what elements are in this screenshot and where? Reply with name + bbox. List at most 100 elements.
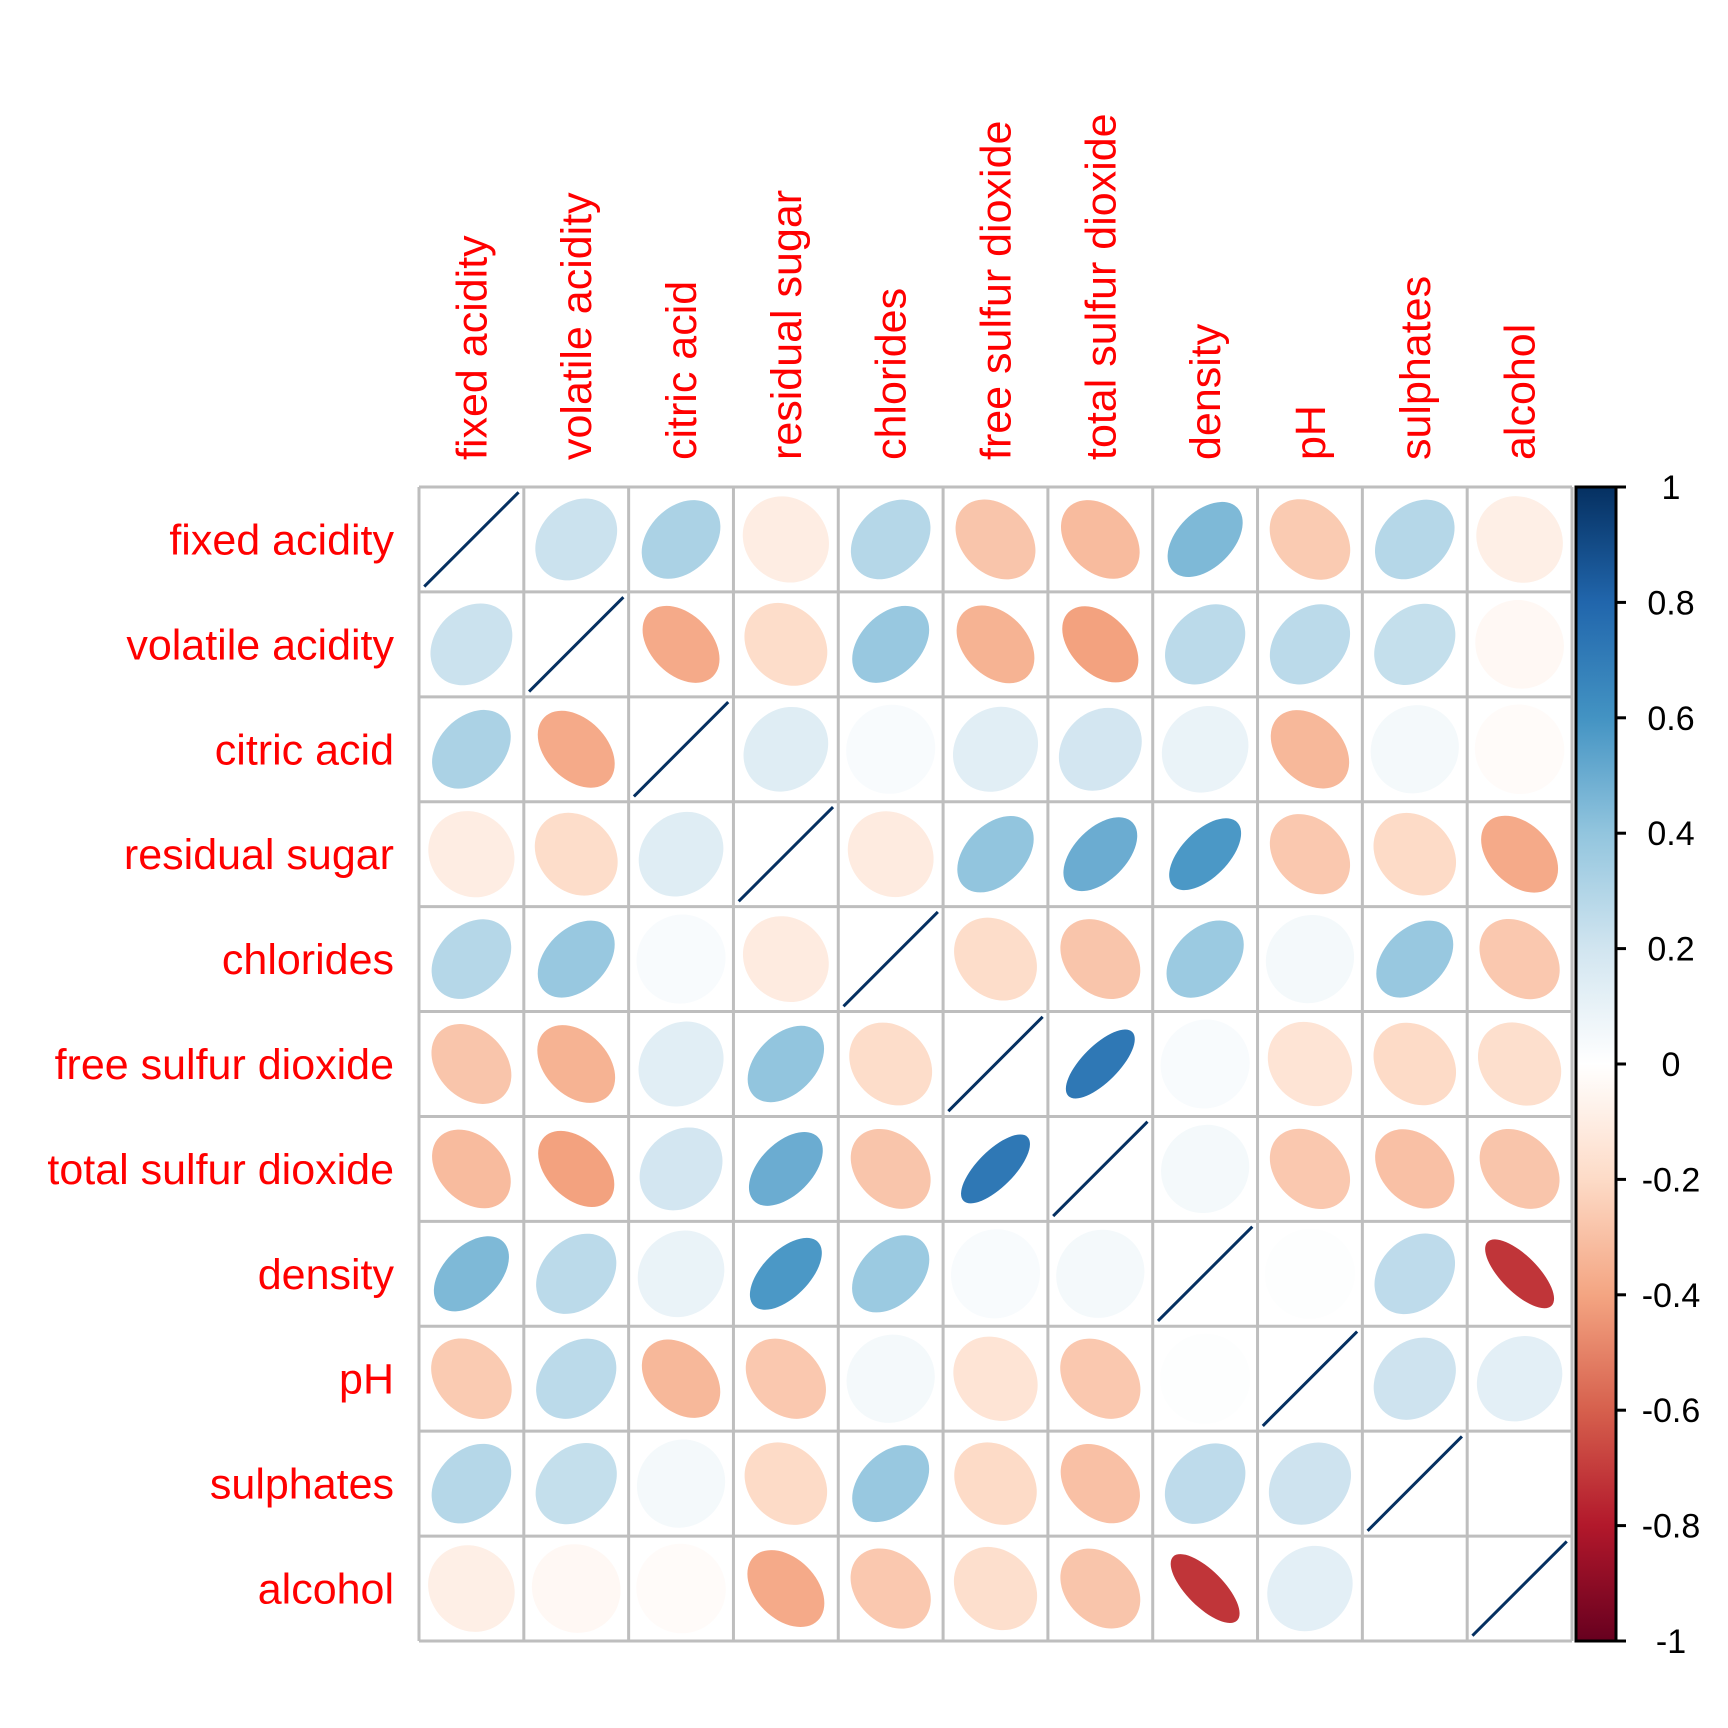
diagonal-cell-line	[737, 805, 835, 903]
correlation-ellipse	[744, 602, 828, 686]
correlation-ellipse	[961, 1134, 1030, 1204]
colorbar-gradient	[1574, 485, 1618, 1643]
correlation-ellipse	[642, 605, 720, 683]
diagonal-cell-line	[842, 910, 939, 1008]
correlation-ellipse	[1269, 604, 1351, 685]
correlation-ellipse	[1374, 1233, 1456, 1315]
column-labels: fixed acidity volatile acidity citric acid…	[448, 113, 1544, 460]
row-label: sulphates	[210, 1461, 394, 1509]
correlation-ellipse	[1475, 600, 1564, 689]
correlation-ellipse	[1165, 604, 1246, 685]
correlation-ellipse	[1477, 1022, 1562, 1106]
colorbar-ticks: 1 0.8 0.6 0.4 0.2 0 -0.2 -0.4 -0.6 -0.8 -1	[1616, 469, 1700, 1661]
correlation-ellipse	[432, 1129, 511, 1209]
correlation-ellipse	[1065, 1029, 1135, 1099]
grid-layer	[417, 485, 1574, 1643]
correlation-ellipse	[742, 496, 829, 583]
row-label: alcohol	[258, 1566, 394, 1614]
correlation-ellipse	[431, 1443, 512, 1524]
colorbar-tick-label: 1	[1662, 469, 1681, 507]
column-label: total sulfur dioxide	[1077, 113, 1125, 460]
correlation-ellipse	[1479, 918, 1560, 1000]
correlation-ellipse	[747, 1025, 825, 1103]
column-label: fixed acidity	[448, 235, 496, 460]
correlation-ellipse	[954, 1442, 1037, 1525]
column-label: pH	[1287, 405, 1335, 460]
correlation-ellipse	[1170, 1554, 1240, 1624]
correlation-ellipse	[1060, 919, 1141, 1000]
correlation-ellipse	[637, 1230, 725, 1318]
correlation-ellipse	[745, 1338, 826, 1419]
correlation-ellipse	[953, 1546, 1038, 1631]
colorbar-tick-label: -0.4	[1642, 1277, 1701, 1315]
correlation-ellipse	[1060, 1443, 1140, 1524]
correlation-ellipse	[1160, 1333, 1251, 1424]
column-label: density	[1182, 323, 1230, 460]
correlation-ellipse	[1161, 1124, 1250, 1214]
correlation-ellipse	[1060, 1338, 1141, 1419]
column-label: chlorides	[868, 288, 916, 460]
correlation-ellipse	[852, 1235, 930, 1313]
correlation-ellipse	[1160, 1019, 1250, 1109]
correlation-ellipse	[641, 500, 721, 579]
correlation-ellipse	[846, 1334, 935, 1423]
diagonal-cell-line	[1052, 1120, 1149, 1218]
correlation-ellipse	[1375, 1129, 1455, 1209]
correlation-ellipse	[953, 1336, 1038, 1421]
colorbar-tick-label: -0.6	[1642, 1392, 1701, 1430]
column-label: sulphates	[1392, 276, 1440, 460]
correlation-ellipse	[534, 812, 618, 896]
correlation-ellipse	[852, 1445, 930, 1523]
colorbar-tick-label: 0.4	[1647, 815, 1694, 853]
correlation-ellipse	[638, 1021, 724, 1107]
row-label: citric acid	[215, 726, 394, 774]
column-label: citric acid	[658, 281, 706, 460]
correlation-ellipse	[1373, 812, 1457, 896]
diagonal-cell-line	[1156, 1225, 1254, 1323]
correlation-ellipse	[743, 706, 829, 792]
correlation-ellipse	[1370, 705, 1459, 794]
diagonal-cell-line	[632, 701, 730, 798]
correlation-ellipse	[432, 709, 511, 789]
correlation-ellipse	[1161, 705, 1249, 793]
correlation-ellipse	[1063, 817, 1138, 892]
row-labels: fixed acidity volatile acidity citric acid…	[47, 516, 394, 1613]
row-label: free sulfur dioxide	[55, 1041, 394, 1089]
correlation-ellipse	[537, 710, 615, 788]
correlation-ellipse	[431, 919, 512, 999]
correlation-ellipse	[847, 811, 934, 898]
correlation-ellipse	[744, 1442, 828, 1525]
row-label: density	[258, 1251, 395, 1299]
diagonal-cell-line	[947, 1015, 1044, 1113]
correlation-ellipse	[1476, 1336, 1563, 1422]
correlation-ellipse	[433, 1236, 509, 1312]
correlation-ellipse	[1269, 1128, 1351, 1210]
cells-layer	[423, 491, 1568, 1637]
correlation-ellipse	[850, 1128, 931, 1209]
correlation-ellipse	[638, 811, 724, 897]
correlation-ellipse	[1474, 1438, 1565, 1529]
correlation-ellipse	[536, 1233, 617, 1314]
correlation-ellipse	[1269, 499, 1351, 580]
correlation-ellipse	[1373, 1022, 1457, 1106]
correlation-ellipse	[538, 1130, 615, 1207]
row-label: residual sugar	[124, 831, 394, 879]
row-label: volatile acidity	[126, 621, 394, 669]
correlation-ellipse	[1476, 496, 1563, 583]
correlation-ellipse	[957, 815, 1034, 893]
correlation-ellipse	[1060, 1548, 1141, 1629]
column-label: residual sugar	[763, 190, 811, 460]
correlation-ellipse	[636, 1543, 726, 1634]
correlation-ellipse	[1264, 1228, 1355, 1319]
correlation-ellipse	[1270, 710, 1350, 789]
correlation-ellipse	[1485, 1239, 1555, 1309]
correlation-ellipse	[1062, 606, 1139, 683]
correlation-ellipse	[636, 914, 726, 1004]
column-label: alcohol	[1497, 324, 1545, 460]
correlation-ellipse	[1373, 1337, 1456, 1420]
correlation-ellipse	[850, 499, 931, 580]
row-label: chlorides	[222, 936, 394, 984]
correlation-ellipse	[1164, 1443, 1246, 1524]
correlation-ellipse	[749, 1237, 822, 1310]
